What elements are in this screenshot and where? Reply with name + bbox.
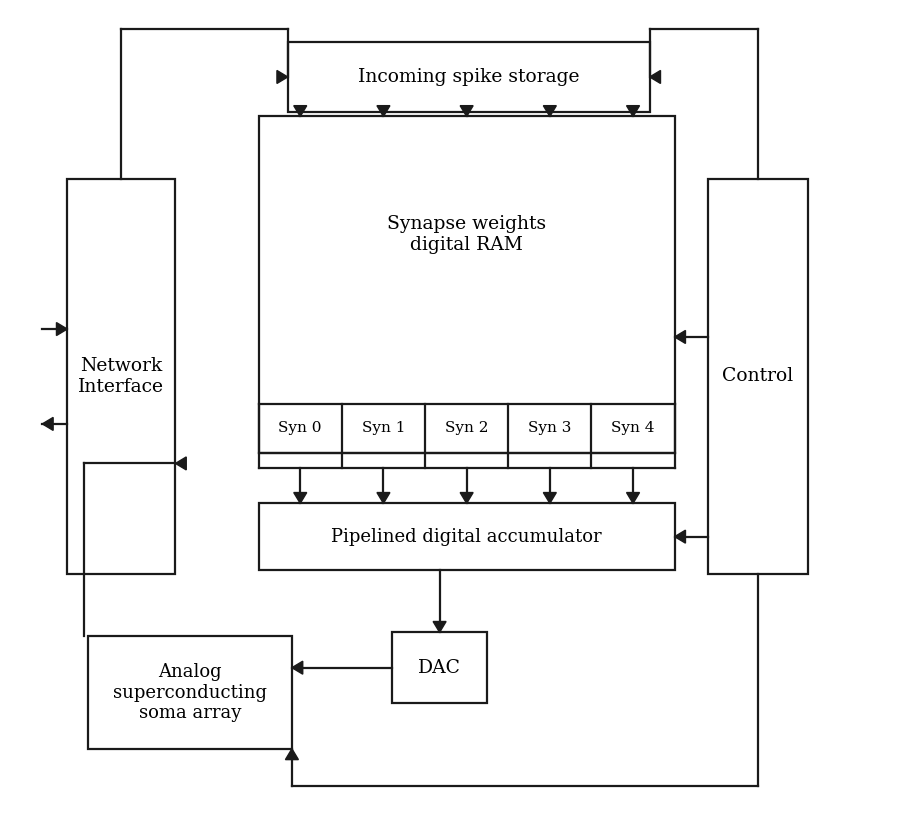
Text: Pipelined digital accumulator: Pipelined digital accumulator [331, 527, 602, 546]
FancyBboxPatch shape [258, 503, 675, 570]
Polygon shape [377, 106, 390, 116]
Polygon shape [42, 418, 53, 430]
Polygon shape [293, 493, 307, 503]
Polygon shape [277, 71, 288, 83]
Text: Incoming spike storage: Incoming spike storage [358, 68, 580, 86]
Polygon shape [433, 622, 446, 632]
Polygon shape [377, 493, 390, 503]
Text: Syn 4: Syn 4 [611, 422, 655, 435]
Polygon shape [675, 330, 686, 344]
Polygon shape [626, 493, 640, 503]
Text: Syn 0: Syn 0 [278, 422, 322, 435]
FancyBboxPatch shape [258, 116, 675, 453]
Text: Synapse weights
digital RAM: Synapse weights digital RAM [387, 215, 546, 254]
FancyBboxPatch shape [708, 179, 808, 574]
Text: Syn 3: Syn 3 [528, 422, 572, 435]
Polygon shape [650, 71, 661, 83]
Polygon shape [460, 106, 473, 116]
Polygon shape [675, 530, 686, 543]
Polygon shape [544, 493, 556, 503]
Text: Analog
superconducting
soma array: Analog superconducting soma array [113, 663, 267, 722]
Polygon shape [176, 457, 186, 470]
Text: Control: Control [723, 368, 794, 385]
FancyBboxPatch shape [88, 636, 292, 749]
Polygon shape [544, 106, 556, 116]
Text: Syn 1: Syn 1 [362, 422, 405, 435]
Polygon shape [285, 749, 299, 760]
Polygon shape [626, 106, 640, 116]
Polygon shape [293, 106, 307, 116]
Polygon shape [292, 661, 302, 674]
Text: Syn 2: Syn 2 [445, 422, 489, 435]
Polygon shape [460, 493, 473, 503]
Polygon shape [57, 323, 68, 335]
FancyBboxPatch shape [68, 179, 176, 574]
Text: DAC: DAC [418, 659, 461, 676]
Text: Network
Interface: Network Interface [78, 357, 165, 396]
FancyBboxPatch shape [392, 632, 488, 703]
FancyBboxPatch shape [288, 42, 650, 112]
